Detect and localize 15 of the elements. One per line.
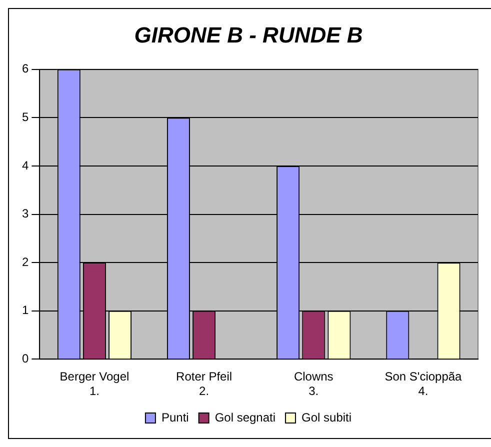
- y-tick-label: 4: [22, 158, 29, 172]
- y-tick-label: 5: [22, 110, 29, 124]
- chart-title: GIRONE B - RUNDE B: [134, 22, 363, 48]
- x-tick-label: Roter Pfeil 2.: [176, 370, 232, 398]
- y-tick-label: 6: [22, 62, 29, 76]
- x-tick-label: Berger Vogel 1.: [60, 370, 130, 398]
- y-tick-label: 3: [22, 206, 29, 221]
- legend-label: Gol subiti: [302, 410, 352, 424]
- y-tick-label: 1: [22, 303, 29, 318]
- y-tick-label: 2: [22, 254, 29, 269]
- y-tick-label: 0: [22, 352, 29, 366]
- x-tick-label: Son S'cioppãa 4.: [384, 370, 462, 398]
- legend-label: Gol segnati: [214, 410, 276, 424]
- legend-label: Punti: [161, 410, 189, 424]
- x-tick-label: Clowns 3.: [294, 370, 334, 398]
